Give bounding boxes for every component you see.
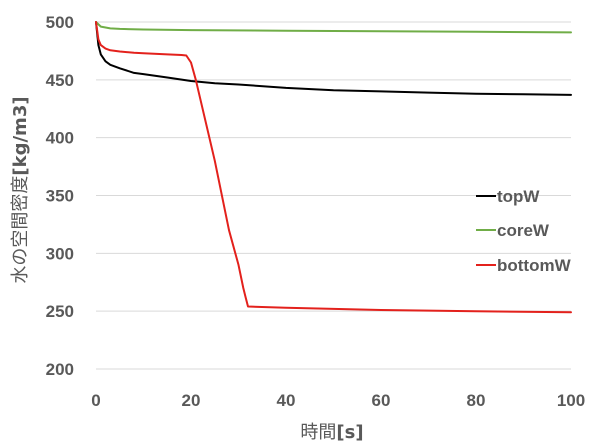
x-tick-label: 0 [91, 391, 100, 410]
y-axis-title-prefix: 水の空間密度 [10, 176, 31, 284]
series-lines [95, 21, 572, 314]
legend-item-topW: topW [476, 187, 540, 206]
x-tick-label: 80 [467, 391, 486, 410]
x-axis-title-unit: [s] [336, 422, 363, 443]
series-line-topW [95, 21, 572, 96]
y-tick-label: 400 [46, 129, 74, 148]
legend-label-coreW: coreW [497, 221, 550, 240]
y-tick-label: 500 [46, 13, 74, 32]
y-axis-title: 水の空間密度[kg/m3] [10, 96, 31, 283]
y-tick-label: 300 [46, 244, 74, 263]
legend-item-bottomW: bottomW [476, 256, 572, 275]
series-line-bottomW [95, 21, 572, 314]
legend-item-coreW: coreW [476, 221, 550, 240]
x-tick-label: 100 [557, 391, 585, 410]
y-tick-label: 350 [46, 187, 74, 206]
x-tick-labels: 0 20 40 60 80 100 [91, 391, 585, 410]
x-tick-label: 20 [182, 391, 201, 410]
y-tick-label: 250 [46, 302, 74, 321]
legend-label-bottomW: bottomW [497, 256, 572, 275]
x-tick-label: 60 [372, 391, 391, 410]
series-line-coreW [95, 21, 572, 34]
y-axis-title-unit: [kg/m3] [10, 96, 31, 175]
legend-label-topW: topW [497, 187, 540, 206]
y-tick-labels: 200 250 300 350 400 450 500 [46, 13, 74, 379]
legend: topW coreW bottomW [476, 187, 572, 275]
x-axis-title-prefix: 時間 [300, 422, 336, 443]
y-tick-label: 450 [46, 71, 74, 90]
y-tick-label: 200 [46, 360, 74, 379]
x-axis-title: 時間[s] [300, 422, 363, 443]
x-tick-label: 40 [277, 391, 296, 410]
